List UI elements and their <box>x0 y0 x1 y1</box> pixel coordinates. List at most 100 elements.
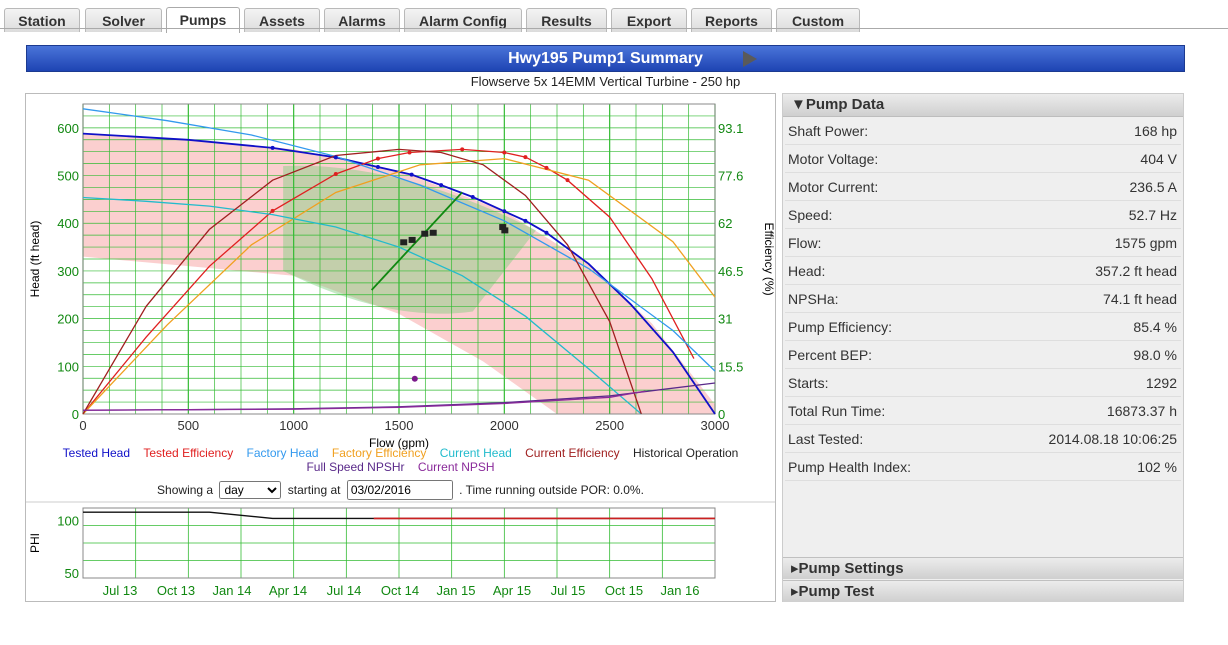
legend-full-speed-npshr[interactable]: Full Speed NPSHr <box>306 460 405 474</box>
legend-historical-operation[interactable]: Historical Operation <box>632 446 739 460</box>
x-tick-label: 500 <box>177 418 199 433</box>
period-select[interactable]: day <box>219 481 282 499</box>
data-label: Pump Health Index: <box>788 458 911 475</box>
tested-efficiency-point <box>523 155 528 160</box>
series-factory-head <box>82 108 716 372</box>
tested-head-point <box>439 183 444 188</box>
data-label: Speed: <box>788 206 833 223</box>
data-value: 98.0 % <box>1133 346 1177 363</box>
x-tick-label: 3000 <box>701 418 730 433</box>
phi-x-tick-label: Jul 15 <box>551 583 586 598</box>
y-tick-label: 400 <box>57 216 79 231</box>
historical-point <box>408 236 416 243</box>
bep-line <box>370 191 463 291</box>
tested-efficiency-point <box>407 150 412 155</box>
tested-efficiency-point <box>544 165 549 170</box>
phi-x-tick-label: Oct 15 <box>605 583 643 598</box>
data-row: Shaft Power: 168 hp <box>785 117 1181 145</box>
pump-test-header[interactable]: ▸Pump Test <box>783 580 1183 602</box>
series-factory-efficiency <box>82 157 716 415</box>
series-current-npsh <box>82 390 646 411</box>
start-date-input[interactable] <box>346 480 453 500</box>
pump-settings-header[interactable]: ▸Pump Settings <box>783 557 1183 579</box>
plot-border <box>82 103 716 415</box>
data-row: Starts: 1292 <box>785 369 1181 397</box>
current-npsh-point <box>411 375 418 382</box>
phi-x-tick-label: Jan 16 <box>660 583 699 598</box>
data-label: Motor Current: <box>788 178 879 195</box>
page-title: Hwy195 Pump1 Summary <box>508 50 703 67</box>
data-label: Total Run Time: <box>788 402 886 419</box>
data-label: Last Tested: <box>788 430 864 447</box>
data-label: Motor Voltage: <box>788 150 879 167</box>
tested-efficiency-point <box>375 156 380 161</box>
phi-border <box>82 507 716 579</box>
y-tick-label: 200 <box>57 312 79 327</box>
x-tick-label: 2500 <box>595 418 624 433</box>
phi-x-tick-label: Jul 14 <box>327 583 362 598</box>
y-tick-label: 300 <box>57 264 79 279</box>
data-label: Percent BEP: <box>788 346 873 363</box>
tested-head-point <box>523 218 528 223</box>
data-value: 74.1 ft head <box>1103 290 1177 307</box>
data-value: 52.7 Hz <box>1128 206 1177 223</box>
legend-current-efficiency[interactable]: Current Efficiency <box>525 446 620 460</box>
tab-bar: Station Solver Pumps Assets Alarms Alarm… <box>4 4 1228 33</box>
legend-factory-head[interactable]: Factory Head <box>246 446 319 460</box>
tested-head-point <box>409 172 414 177</box>
phi-x-tick-label: Jan 14 <box>212 583 251 598</box>
tab-reports[interactable]: Reports <box>691 8 772 32</box>
x-tick-label: 0 <box>79 418 86 433</box>
y-tick-label: 0 <box>72 407 79 422</box>
legend-tested-head[interactable]: Tested Head <box>62 446 131 460</box>
data-label: Pump Efficiency: <box>788 318 893 335</box>
y2-tick-label: 31 <box>718 312 732 327</box>
legend-current-head[interactable]: Current Head <box>439 446 512 460</box>
data-row: Speed: 52.7 Hz <box>785 201 1181 229</box>
y2-tick-label: 46.5 <box>718 264 743 279</box>
pump-data-header[interactable]: ▼Pump Data <box>783 94 1183 117</box>
data-value: 1575 gpm <box>1114 234 1177 251</box>
data-row: Pump Efficiency: 85.4 % <box>785 313 1181 341</box>
legend-tested-efficiency[interactable]: Tested Efficiency <box>143 446 234 460</box>
phi-x-tick-label: Jul 13 <box>103 583 138 598</box>
data-row: Flow: 1575 gpm <box>785 229 1181 257</box>
legend-current-npsh[interactable]: Current NPSH <box>417 460 495 474</box>
data-row: Last Tested: 2014.08.18 10:06:25 <box>785 425 1181 453</box>
data-value: 102 % <box>1137 458 1177 475</box>
historical-point <box>421 230 429 237</box>
historical-point <box>501 227 509 234</box>
data-value: 236.5 A <box>1129 178 1178 195</box>
tested-head-point <box>502 209 507 214</box>
tab-pumps[interactable]: Pumps <box>166 7 240 33</box>
data-value: 1292 <box>1145 374 1177 391</box>
historical-point <box>429 229 437 236</box>
pump-model-subtitle: Flowserve 5x 14EMM Vertical Turbine - 25… <box>470 74 741 89</box>
data-label: NPSHa: <box>788 290 839 307</box>
phi-x-tick-label: Jan 15 <box>436 583 475 598</box>
phi-x-tick-label: Apr 14 <box>269 583 307 598</box>
chart-legend: Tested Head Tested Efficiency Factory He… <box>25 446 776 474</box>
data-row: Motor Current: 236.5 A <box>785 173 1181 201</box>
play-icon[interactable] <box>743 51 757 67</box>
tested-head-point <box>270 145 275 150</box>
data-label: Shaft Power: <box>788 122 869 139</box>
x-tick-label: 1000 <box>279 418 308 433</box>
y-tick-label: 100 <box>57 359 79 374</box>
tested-efficiency-point <box>460 147 465 152</box>
data-row: Pump Health Index: 102 % <box>785 453 1181 481</box>
legend-factory-efficiency[interactable]: Factory Efficiency <box>331 446 427 460</box>
y2-tick-label: 77.6 <box>718 169 743 184</box>
summary-title-bar: Hwy195 Pump1 Summary <box>26 45 1185 72</box>
por-summary-text: . Time running outside POR: 0.0%. <box>459 483 644 497</box>
data-value: 404 V <box>1140 150 1177 167</box>
tested-efficiency-point <box>502 150 507 155</box>
y2-tick-label: 0 <box>718 407 725 422</box>
tested-head-point <box>375 164 380 169</box>
time-controls: Showing a day starting at . Time running… <box>25 480 776 500</box>
chart-panel: 0 500 1000 1500 2000 2500 3000 0 100 200 300 400 500… <box>25 93 776 602</box>
historical-point <box>400 239 408 246</box>
tested-head-point <box>470 195 475 199</box>
tested-head-point <box>333 155 338 160</box>
phi-y-tick-label: 50 <box>65 566 79 581</box>
